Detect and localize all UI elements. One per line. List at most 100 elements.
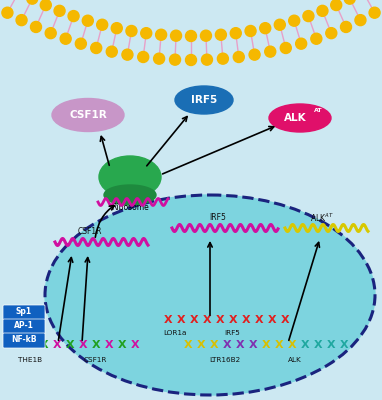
Text: X: X	[14, 340, 22, 350]
Text: THE1B: THE1B	[18, 357, 42, 363]
Text: X: X	[314, 340, 322, 350]
Circle shape	[326, 28, 337, 39]
Ellipse shape	[52, 98, 124, 132]
Ellipse shape	[99, 156, 161, 198]
Text: LTR16B2: LTR16B2	[209, 357, 241, 363]
Text: IRF5: IRF5	[224, 330, 240, 336]
Ellipse shape	[175, 86, 233, 114]
Text: X: X	[327, 340, 335, 350]
Circle shape	[154, 53, 165, 64]
Text: X: X	[184, 340, 192, 350]
Circle shape	[217, 53, 228, 64]
Circle shape	[170, 30, 181, 41]
Circle shape	[122, 49, 133, 60]
Text: IRF5: IRF5	[210, 214, 227, 222]
Text: X: X	[164, 315, 172, 325]
Ellipse shape	[45, 195, 375, 395]
Circle shape	[82, 15, 93, 26]
Text: LOR1a: LOR1a	[163, 330, 187, 336]
Circle shape	[369, 7, 380, 18]
Circle shape	[303, 10, 314, 22]
Text: AP-1: AP-1	[14, 322, 34, 330]
Circle shape	[186, 54, 196, 66]
Circle shape	[249, 49, 260, 60]
Text: X: X	[249, 340, 257, 350]
FancyBboxPatch shape	[3, 333, 45, 348]
Text: X: X	[27, 340, 35, 350]
Circle shape	[2, 7, 13, 18]
Ellipse shape	[269, 104, 331, 132]
Circle shape	[106, 46, 117, 57]
Text: ALK$^{AT}$: ALK$^{AT}$	[310, 212, 334, 224]
Text: X: X	[275, 340, 283, 350]
Circle shape	[60, 33, 71, 44]
Text: X: X	[66, 340, 74, 350]
Text: X: X	[79, 340, 87, 350]
Circle shape	[215, 29, 227, 40]
Text: X: X	[210, 340, 218, 350]
Text: X: X	[118, 340, 126, 350]
Circle shape	[45, 28, 56, 39]
Text: X: X	[92, 340, 100, 350]
Circle shape	[141, 28, 152, 39]
Circle shape	[16, 15, 27, 26]
FancyBboxPatch shape	[3, 319, 45, 334]
Circle shape	[138, 52, 149, 62]
Circle shape	[111, 23, 122, 34]
Text: X: X	[40, 340, 48, 350]
Circle shape	[97, 19, 108, 30]
Text: X: X	[268, 315, 276, 325]
Text: X: X	[242, 315, 250, 325]
Text: X: X	[255, 315, 263, 325]
Text: X: X	[229, 315, 237, 325]
Text: X: X	[281, 315, 289, 325]
Circle shape	[126, 26, 137, 36]
Circle shape	[31, 22, 42, 32]
Circle shape	[274, 19, 285, 30]
Circle shape	[265, 46, 276, 57]
FancyBboxPatch shape	[3, 305, 45, 320]
Circle shape	[289, 15, 300, 26]
Circle shape	[245, 26, 256, 36]
Text: ALK: ALK	[284, 113, 306, 123]
Circle shape	[27, 0, 38, 4]
Circle shape	[311, 33, 322, 44]
Circle shape	[170, 54, 181, 65]
Circle shape	[355, 15, 366, 26]
Text: X: X	[197, 340, 205, 350]
Text: X: X	[131, 340, 139, 350]
Circle shape	[91, 42, 102, 54]
Circle shape	[296, 38, 307, 49]
Text: X: X	[53, 340, 62, 350]
Text: X: X	[105, 340, 113, 350]
Text: NF-kB: NF-kB	[11, 336, 37, 344]
Text: IRF5: IRF5	[191, 95, 217, 105]
Text: X: X	[216, 315, 224, 325]
Text: Ribosome: Ribosome	[111, 202, 149, 212]
Text: X: X	[223, 340, 231, 350]
Ellipse shape	[104, 185, 156, 205]
Text: X: X	[301, 340, 309, 350]
Text: X: X	[288, 340, 296, 350]
Circle shape	[155, 29, 167, 40]
Text: X: X	[190, 315, 198, 325]
Text: Sp1: Sp1	[16, 308, 32, 316]
Circle shape	[280, 42, 291, 54]
Circle shape	[201, 30, 212, 41]
Circle shape	[233, 52, 244, 62]
Circle shape	[201, 54, 212, 65]
Circle shape	[340, 22, 351, 32]
Circle shape	[230, 28, 241, 39]
Circle shape	[75, 38, 86, 49]
Text: X: X	[203, 315, 211, 325]
Circle shape	[317, 5, 328, 16]
Text: X: X	[236, 340, 244, 350]
Text: ALK: ALK	[288, 357, 302, 363]
Text: CSF1R: CSF1R	[69, 110, 107, 120]
Circle shape	[260, 23, 271, 34]
Text: X: X	[340, 340, 348, 350]
Circle shape	[331, 0, 342, 10]
Circle shape	[186, 30, 196, 42]
Text: AT: AT	[314, 108, 322, 112]
Circle shape	[54, 5, 65, 16]
